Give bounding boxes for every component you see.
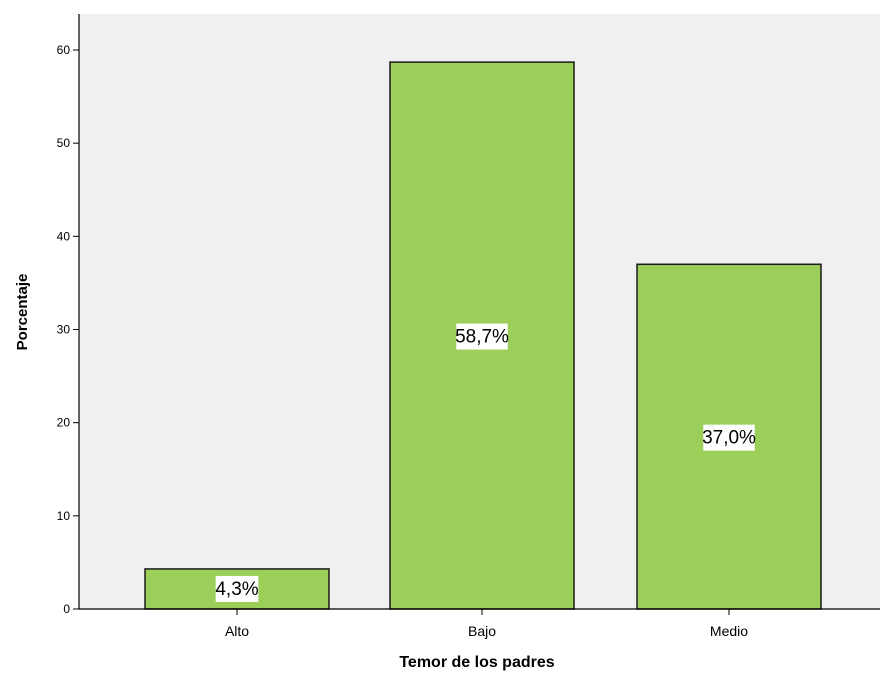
y-tick-label-0: 0 (63, 602, 70, 616)
axes-layer: Alto Bajo Medio 0 10 20 30 40 50 60 (57, 14, 880, 639)
y-tick-label-50: 50 (57, 136, 71, 150)
y-tick-label-20: 20 (57, 416, 71, 430)
value-label-bg (456, 323, 508, 350)
y-tick-label-40: 40 (57, 229, 71, 243)
x-axis-label: Temor de los padres (399, 654, 554, 671)
value-label-alto: 4,3% (215, 575, 259, 602)
x-tick-label-bajo: Bajo (468, 623, 496, 639)
value-label-bg (703, 424, 755, 451)
bars-layer: 4,3% 58,7% 37,0% (144, 61, 822, 610)
x-tick-label-medio: Medio (710, 623, 748, 639)
y-tick-label-30: 30 (57, 323, 71, 337)
value-label-bajo: 58,7% (455, 323, 509, 350)
y-tick-label-60: 60 (57, 43, 71, 57)
x-tick-label-alto: Alto (225, 623, 249, 639)
value-label-bg (215, 575, 259, 602)
value-label-medio: 37,0% (702, 424, 756, 451)
y-axis-label: Porcentaje (14, 274, 31, 351)
value-label-text: 37,0% (702, 428, 756, 449)
y-tick-label-10: 10 (57, 509, 71, 523)
value-label-text: 58,7% (455, 327, 509, 348)
value-label-text: 4,3% (215, 579, 258, 600)
